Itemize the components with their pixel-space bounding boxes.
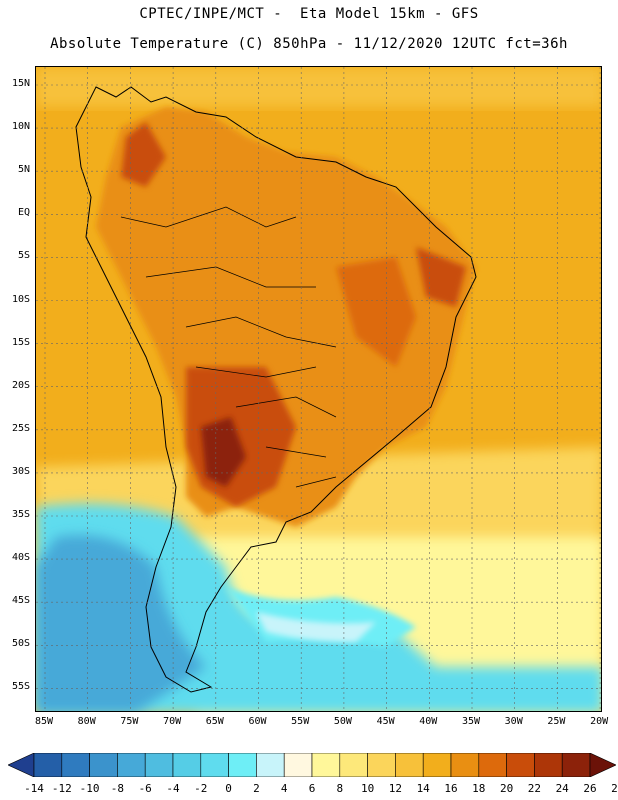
colorbar-tick-label: 4 bbox=[280, 782, 288, 795]
country-borders bbox=[120, 206, 337, 488]
lon-tick-label: 30W bbox=[504, 716, 523, 727]
lon-tick-label: 50W bbox=[333, 716, 352, 727]
colorbar-tick-label: 28 bbox=[611, 782, 618, 795]
lat-tick-label: 55S bbox=[11, 681, 30, 693]
temperature-map bbox=[35, 66, 602, 712]
lat-tick-label: 15N bbox=[11, 78, 30, 89]
lat-tick-label: EQ bbox=[17, 207, 30, 219]
lat-tick-label: 15S bbox=[11, 336, 30, 348]
colorbar-cells bbox=[8, 753, 616, 777]
colorbar-tick-label: 24 bbox=[555, 782, 569, 795]
lat-tick-label: 10N bbox=[11, 121, 30, 133]
colorbar-cell bbox=[395, 753, 424, 777]
lon-tick-label: 75W bbox=[120, 716, 139, 727]
north-band bbox=[36, 67, 601, 107]
colorbar-tick-label: 14 bbox=[416, 782, 430, 795]
colorbar-cell bbox=[450, 753, 480, 777]
colorbar-cell bbox=[339, 753, 368, 777]
coastline bbox=[75, 86, 477, 693]
lat-tick-label: 5S bbox=[17, 250, 30, 262]
temperature-field bbox=[36, 67, 601, 711]
colorbar-tick-label: 26 bbox=[583, 782, 597, 795]
colorbar-cell bbox=[228, 753, 257, 777]
colorbar-arrow-right bbox=[589, 753, 616, 777]
colorbar bbox=[8, 753, 616, 777]
colorbar-tick-label: 20 bbox=[499, 782, 514, 795]
colorbar-tick-label: 22 bbox=[527, 782, 542, 795]
hot-core bbox=[201, 417, 246, 487]
colorbar-cell bbox=[422, 753, 452, 777]
lon-tick-label: 35W bbox=[461, 716, 481, 727]
lat-tick-label: 30S bbox=[11, 465, 30, 477]
colorbar-tick-label: -8 bbox=[110, 782, 125, 795]
lon-tick-label: 60W bbox=[248, 716, 267, 727]
colorbar-tick-label: 18 bbox=[472, 782, 486, 795]
cool-patch bbox=[256, 612, 376, 642]
map-title: CPTEC/INPE/MCT - Eta Model 15km - GFS bbox=[139, 6, 479, 22]
colorbar-tick-label: 0 bbox=[225, 782, 232, 795]
colorbar-cell bbox=[61, 753, 90, 777]
colorbar-tick-label: -14 bbox=[24, 782, 44, 795]
colorbar-cell bbox=[506, 753, 535, 777]
colorbar-tick-label: -10 bbox=[79, 782, 100, 795]
colorbar-tick-label: 2 bbox=[253, 782, 260, 795]
lat-tick-label: 50S bbox=[11, 638, 30, 650]
warm-patch-northeast bbox=[416, 247, 466, 307]
warm-patch-brazil bbox=[336, 257, 416, 367]
map-subtitle: Absolute Temperature (C) 850hPa - 11/12/… bbox=[50, 36, 568, 52]
colorbar-arrow-left bbox=[8, 753, 35, 777]
colorbar-cell bbox=[117, 753, 146, 777]
colorbar-cell bbox=[311, 753, 341, 777]
lat-tick-label: 5N bbox=[17, 164, 30, 176]
colorbar-cell bbox=[561, 753, 591, 777]
lat-tick-label: 35S bbox=[11, 509, 30, 520]
colorbar-cell bbox=[367, 753, 396, 777]
colorbar-tick-label: 12 bbox=[388, 782, 403, 795]
colorbar-tick-label: 8 bbox=[336, 782, 344, 795]
lon-tick-label: 80W bbox=[77, 716, 96, 727]
colorbar-cell bbox=[144, 753, 174, 777]
hot-spot-colombia bbox=[121, 122, 166, 187]
colorbar-cell bbox=[89, 753, 118, 777]
colorbar-tick-label: -6 bbox=[138, 782, 152, 795]
lat-tick-label: 40S bbox=[11, 552, 30, 564]
colorbar-cell bbox=[256, 753, 285, 777]
lon-tick-label: 70W bbox=[163, 716, 182, 727]
lon-tick-label: 40W bbox=[419, 716, 438, 727]
colorbar-cell bbox=[478, 753, 507, 777]
colorbar-cell bbox=[172, 753, 202, 777]
lon-tick-label: 45W bbox=[376, 716, 395, 727]
cold-core bbox=[36, 535, 206, 711]
colorbar-tick-label: -2 bbox=[194, 782, 208, 795]
lon-tick-label: 85W bbox=[34, 716, 54, 727]
colorbar-tick-label: 6 bbox=[308, 782, 316, 795]
colorbar-cell bbox=[33, 753, 63, 777]
colorbar-cell bbox=[283, 753, 313, 777]
lon-tick-label: 55W bbox=[291, 716, 310, 727]
colorbar-cell bbox=[200, 753, 229, 777]
colorbar-tick-label: -12 bbox=[51, 782, 72, 795]
colorbar-tick-label: 16 bbox=[444, 782, 458, 795]
lon-tick-label: 65W bbox=[205, 716, 224, 727]
lat-tick-label: 25S bbox=[11, 422, 30, 434]
lat-tick-label: 20S bbox=[11, 379, 30, 391]
colorbar-tick-label: 10 bbox=[360, 782, 375, 795]
colorbar-cell bbox=[534, 753, 563, 777]
lon-tick-label: 25W bbox=[547, 716, 566, 727]
lat-tick-label: 10S bbox=[11, 293, 30, 305]
lon-tick-label: 20W bbox=[590, 716, 609, 727]
colorbar-tick-label: -4 bbox=[166, 782, 180, 795]
lat-tick-label: 45S bbox=[11, 595, 30, 607]
